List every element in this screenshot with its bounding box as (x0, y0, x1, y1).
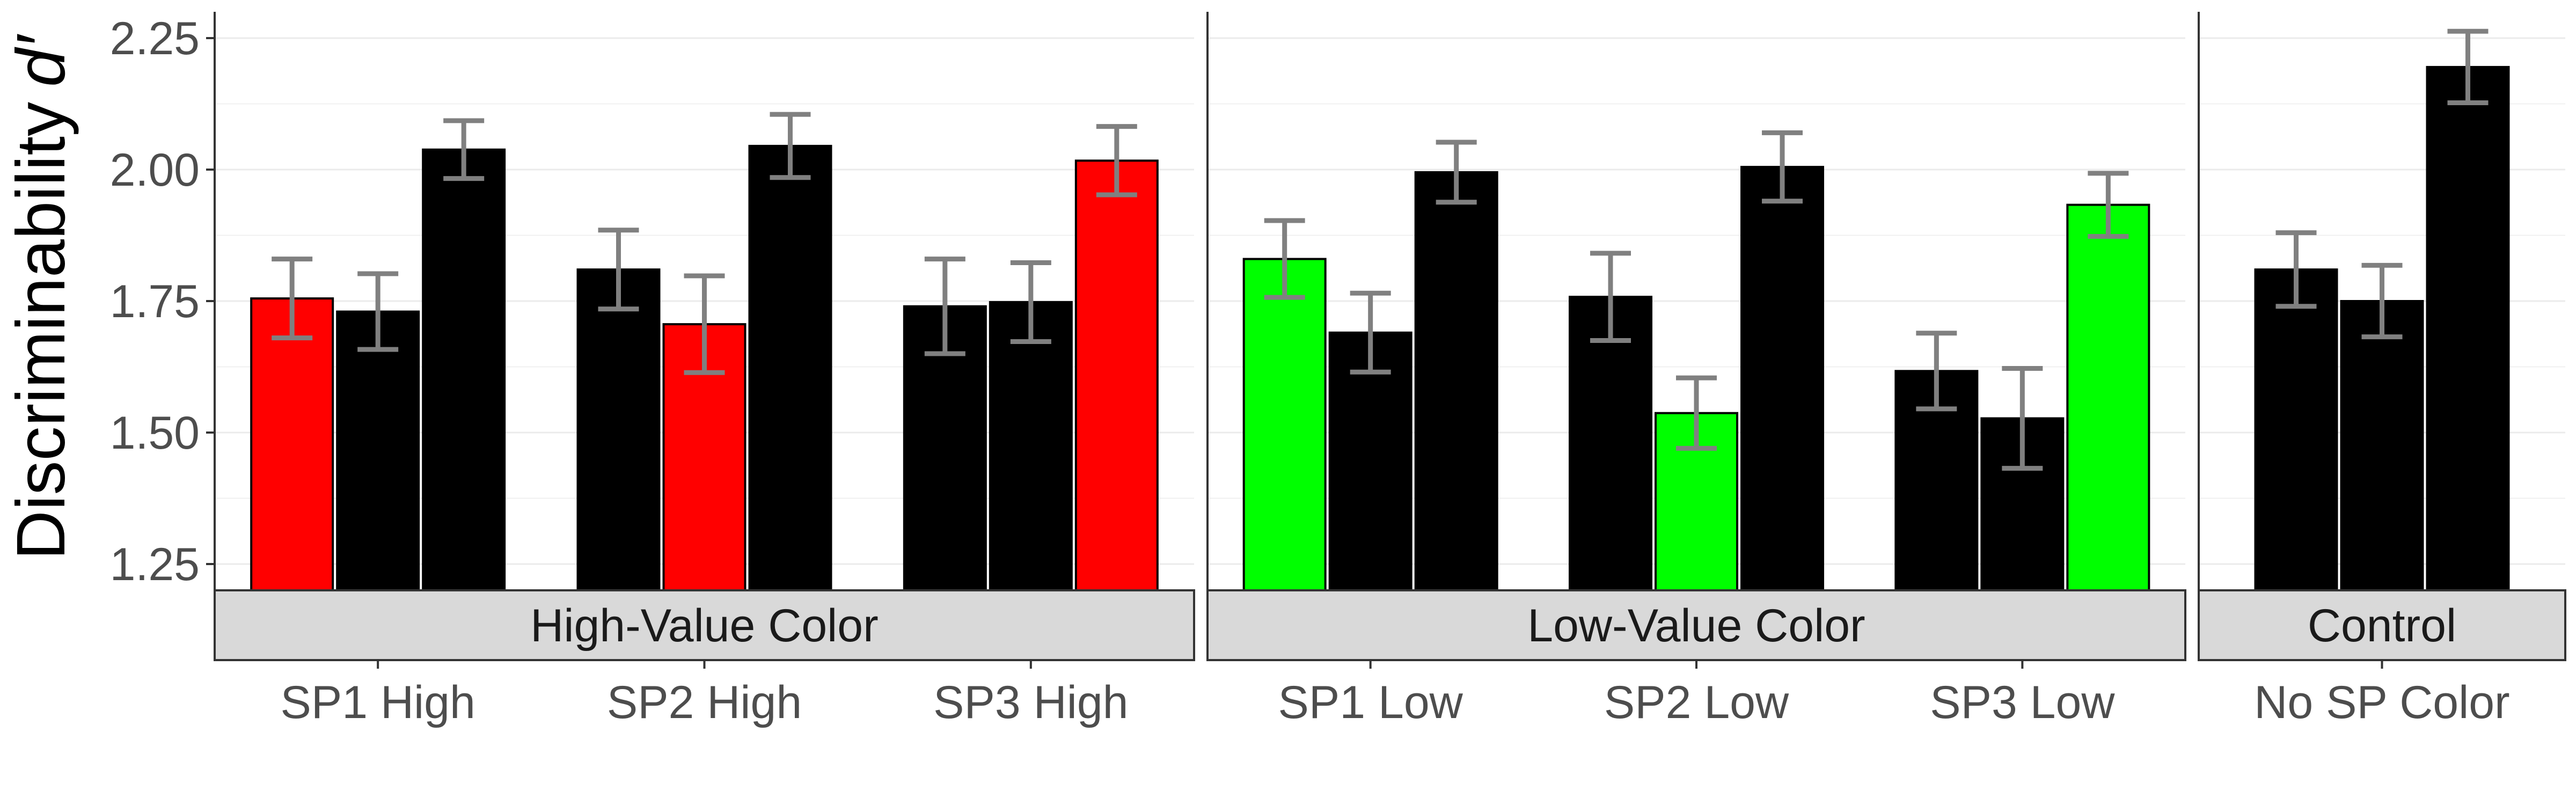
bar-sp1-high-3 (422, 148, 506, 591)
error-bar (598, 228, 639, 312)
y-tick-label: 1.75 (110, 276, 200, 327)
error-bar (2002, 365, 2043, 471)
y-tick-label: 2.00 (110, 144, 200, 196)
error-bar (1590, 251, 1631, 343)
error-bar (1264, 218, 1305, 300)
facet-strip-label: Low-Value Color (1527, 600, 1865, 652)
y-axis-label-symbol: d′ (3, 34, 79, 87)
error-bar (2361, 262, 2403, 340)
bar-sp2-low-3 (1740, 166, 1824, 592)
error-bar (1762, 130, 1803, 204)
x-tick-label: SP1 High (281, 677, 475, 728)
y-tick-label: 2.25 (110, 13, 200, 64)
bar-sp1-low-3 (1414, 171, 1498, 591)
bar-no-sp-color-1 (2254, 268, 2338, 591)
error-bar (2275, 230, 2317, 309)
error-bar (1010, 260, 1051, 344)
error-bar (357, 271, 399, 352)
y-tick-label: 1.50 (110, 407, 200, 459)
bar-sp1-low-1 (1242, 258, 1327, 592)
error-bar (2088, 171, 2129, 239)
error-bar (1916, 331, 1957, 412)
bar-sp1-high-1 (250, 297, 334, 591)
error-bar (443, 118, 485, 181)
x-tick-label: SP2 Low (1604, 677, 1789, 728)
x-tick-label: No SP Color (2254, 677, 2509, 728)
y-tick-label: 1.25 (110, 539, 200, 590)
panel-2: No SP Color Control (2198, 12, 2566, 728)
error-bar (684, 273, 725, 375)
error-bar (1350, 290, 1391, 375)
panel-0: SP1 High SP2 High SP3 High High-Value Color (214, 12, 1195, 728)
y-axis-label: Discriminability d′ (3, 34, 79, 560)
error-bar (272, 257, 313, 341)
x-tick-label: SP3 High (933, 677, 1128, 728)
error-bar (2447, 28, 2489, 106)
bar-sp2-high-3 (748, 144, 832, 591)
bar-no-sp-color-2 (2340, 300, 2424, 591)
bar-sp3-high-2 (989, 301, 1073, 591)
plot-area: SP1 High SP2 High SP3 High High-Value Color… (110, 12, 2566, 728)
bar-sp3-high-3 (1074, 159, 1159, 591)
error-bar (1096, 124, 1137, 197)
error-bar (924, 257, 965, 356)
facet-strip (2198, 589, 2566, 661)
bar-sp1-high-2 (336, 310, 420, 591)
facet-strip (214, 589, 1195, 661)
bar-no-sp-color-3 (2426, 65, 2510, 591)
panel-1: SP1 Low SP2 Low SP3 Low Low-Value Color (1206, 12, 2186, 728)
facet-strip-label: High-Value Color (530, 600, 879, 652)
y-axis-label-text: Discriminability (3, 102, 79, 560)
error-bar (1436, 140, 1477, 205)
facet-strip-label: Control (2308, 600, 2456, 652)
bar-sp2-low-1 (1569, 296, 1652, 591)
bar-sp2-high-1 (576, 268, 661, 591)
error-bar (1676, 375, 1717, 451)
x-tick-label: SP2 High (607, 677, 802, 728)
x-tick-label: SP1 Low (1278, 677, 1463, 728)
x-tick-label: SP3 Low (1930, 677, 2115, 728)
error-bar (770, 112, 811, 180)
facet-strip (1206, 589, 2186, 661)
y-axis: 1.25 1.50 1.75 2.00 2.25 (110, 13, 215, 590)
bar-sp3-low-3 (2066, 203, 2150, 592)
